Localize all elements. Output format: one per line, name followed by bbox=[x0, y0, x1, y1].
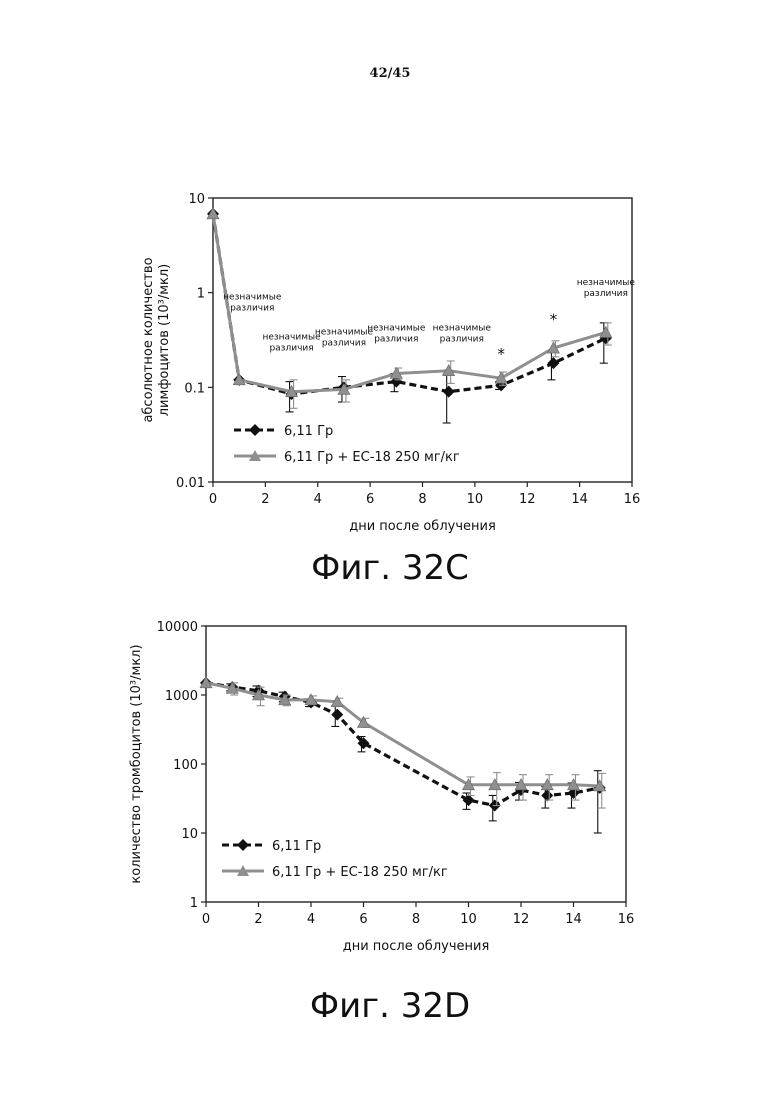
plot-area bbox=[206, 626, 626, 902]
y-tick-label: 10000 bbox=[157, 620, 198, 635]
x-tick-label: 4 bbox=[307, 912, 315, 927]
y-tick-label: 1 bbox=[190, 896, 198, 911]
x-tick-label: 8 bbox=[412, 912, 420, 927]
data-point bbox=[331, 709, 343, 721]
series-line bbox=[206, 683, 600, 786]
x-axis-label: дни после облучения bbox=[343, 939, 490, 954]
y-axis-label: количество тромбоцитов (10³/мкл) bbox=[129, 644, 144, 883]
y-tick-label: 10 bbox=[181, 827, 198, 842]
x-tick-label: 12 bbox=[513, 912, 530, 927]
x-tick-label: 0 bbox=[202, 912, 210, 927]
x-tick-label: 10 bbox=[460, 912, 477, 927]
figure-caption-32d: Фиг. 32D bbox=[0, 986, 780, 1026]
y-tick-label: 100 bbox=[173, 758, 198, 773]
y-tick-label: 1000 bbox=[165, 689, 198, 704]
x-tick-label: 14 bbox=[565, 912, 582, 927]
series-ec18 bbox=[200, 677, 606, 808]
legend-swatch-marker bbox=[237, 839, 249, 851]
x-tick-label: 6 bbox=[359, 912, 367, 927]
x-tick-label: 16 bbox=[618, 912, 635, 927]
x-tick-label: 2 bbox=[254, 912, 262, 927]
figure-caption-32c: Фиг. 32C bbox=[0, 548, 780, 588]
legend-label: 6,11 Гр bbox=[272, 839, 321, 854]
legend-label: 6,11 Гр + EC-18 250 мг/кг bbox=[272, 865, 448, 880]
